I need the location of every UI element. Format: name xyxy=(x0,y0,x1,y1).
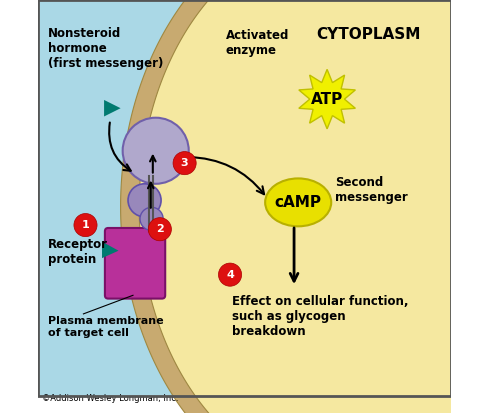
Text: 4: 4 xyxy=(225,270,233,280)
Text: Effect on cellular function,
such as glycogen
breakdown: Effect on cellular function, such as gly… xyxy=(232,295,408,338)
Text: Activated
enzyme: Activated enzyme xyxy=(225,29,289,57)
Text: 2: 2 xyxy=(156,224,163,234)
Text: 3: 3 xyxy=(181,158,188,168)
Polygon shape xyxy=(139,0,488,413)
Polygon shape xyxy=(298,69,355,129)
Circle shape xyxy=(140,207,163,230)
Circle shape xyxy=(148,218,171,241)
Polygon shape xyxy=(121,0,488,413)
FancyBboxPatch shape xyxy=(105,228,165,299)
Text: cAMP: cAMP xyxy=(274,195,321,210)
Polygon shape xyxy=(102,242,118,258)
Text: Second
messenger: Second messenger xyxy=(335,176,407,204)
Text: CYTOPLASM: CYTOPLASM xyxy=(316,27,420,42)
Text: Nonsteroid
hormone
(first messenger): Nonsteroid hormone (first messenger) xyxy=(48,27,163,70)
Text: Plasma membrane
of target cell: Plasma membrane of target cell xyxy=(48,316,163,337)
Text: Receptor
protein: Receptor protein xyxy=(48,238,108,266)
Circle shape xyxy=(74,214,97,237)
Ellipse shape xyxy=(264,178,330,226)
Text: 1: 1 xyxy=(81,220,89,230)
Circle shape xyxy=(122,118,188,184)
Circle shape xyxy=(218,263,241,286)
Circle shape xyxy=(173,152,196,175)
Text: ATP: ATP xyxy=(310,92,343,107)
Circle shape xyxy=(128,184,161,217)
Text: ©Addison Wesley Longman, Inc.: ©Addison Wesley Longman, Inc. xyxy=(42,394,178,403)
Polygon shape xyxy=(104,100,121,116)
